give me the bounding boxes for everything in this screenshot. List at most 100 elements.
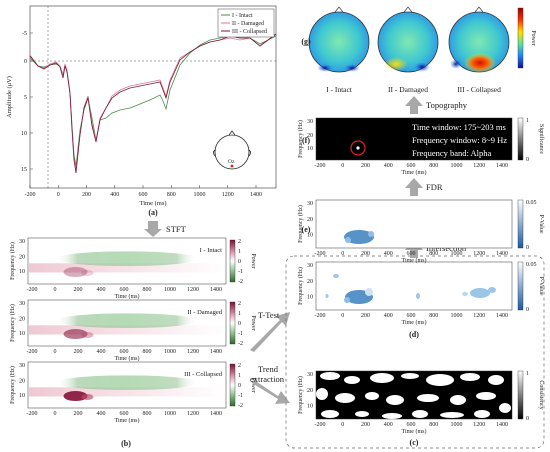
pvalue-e-cbar-label: P-Value — [538, 215, 544, 234]
x-axis-label: Time (ms) — [115, 417, 140, 424]
tf-condition-label: II - Damaged — [187, 309, 222, 316]
y-tick-label: 30 — [19, 301, 25, 307]
x-tick-label: 1000 — [451, 422, 463, 428]
x-tick-label: 1000 — [164, 411, 176, 417]
topo-damaged: II - Damaged — [377, 6, 439, 94]
x-tick-label: 1400 — [496, 313, 508, 319]
erp-y-ticks: -5 0 5 10 15 — [21, 31, 33, 173]
y-axis-label: Frequency (Hz) — [9, 304, 16, 342]
x-tick-label: 200 — [74, 349, 83, 355]
tf-evoked-power — [63, 329, 88, 340]
y-axis-label: Frequency (Hz) — [9, 366, 16, 404]
pvalue-e-tick-bottom: 0 — [526, 245, 529, 251]
x-tick-label: 200 — [74, 287, 83, 293]
x-tick-label: 600 — [407, 313, 416, 319]
erp-x-tick-label: 600 — [139, 192, 148, 198]
arrow-trend: Trend extraction — [250, 364, 290, 404]
pvalue-map-e: 0.05 0 P-Value — [315, 199, 544, 251]
erp-x-tick-label: 400 — [110, 192, 119, 198]
electrode-oz-label: Oz — [228, 159, 235, 165]
erp-x-ticks: -200 0 200 400 600 800 1000 1200 1400 — [25, 185, 262, 198]
arrow-trend-label-1: Trend — [258, 364, 279, 374]
x-tick-label: 400 — [384, 422, 393, 428]
x-tick-label: 400 — [97, 411, 106, 417]
x-tick-label: 0 — [54, 349, 57, 355]
y-tick-label: 10 — [307, 295, 313, 301]
x-tick-label: 800 — [429, 251, 438, 257]
tf-cbar-label: Power — [250, 377, 256, 392]
tf-map-2: II - Damaged210-1-2Power302010Frequency … — [9, 299, 256, 362]
x-tick-label: 1200 — [187, 287, 199, 293]
y-tick-label: 20 — [307, 217, 313, 223]
x-axis-label: Time (ms) — [402, 169, 427, 176]
tf-evoked-power — [63, 267, 88, 278]
topo-label-damaged: II - Damaged — [388, 85, 428, 94]
x-tick-label: 800 — [143, 411, 152, 417]
panel-label-e: (e) — [302, 225, 311, 234]
y-tick-label: 20 — [19, 378, 25, 384]
x-axis-label: Time (ms) — [115, 293, 140, 300]
erp-x-tick-label: -200 — [25, 192, 36, 198]
y-tick-label: 10 — [307, 233, 313, 239]
x-tick-label: 600 — [120, 349, 129, 355]
x-tick-label: 800 — [143, 349, 152, 355]
y-axis-label: Frequency (Hz) — [297, 376, 304, 414]
tf-cbar-tick: -1 — [238, 393, 243, 399]
tf-cbar-tick: 2 — [238, 363, 241, 369]
pvalue-e-tick-top: 0.05 — [526, 200, 537, 206]
tf-cbar-tick: 1 — [238, 311, 241, 317]
x-tick-label: 1200 — [187, 411, 199, 417]
erp-y-tick-label: 15 — [21, 167, 27, 173]
x-tick-label: 600 — [120, 411, 129, 417]
tf-evoked-power-2 — [81, 393, 94, 400]
x-tick-label: 200 — [361, 313, 370, 319]
x-axis-label: Time (ms) — [115, 355, 140, 362]
y-tick-label: 10 — [307, 146, 313, 152]
y-tick-label: 10 — [19, 393, 25, 399]
erp-x-tick-label: 1000 — [194, 192, 206, 198]
x-tick-label: 600 — [120, 287, 129, 293]
significance-tick-bottom: 0 — [526, 157, 529, 163]
x-tick-label: 600 — [407, 422, 416, 428]
tf-theta-band — [29, 325, 225, 335]
result-frequency-band: Frequency band: Alpha — [412, 148, 492, 158]
tf-cbar-tick: -2 — [238, 279, 243, 285]
tf-map-3: III - Collapsed210-1-2Power302010Frequen… — [9, 361, 256, 424]
x-tick-label: 400 — [384, 313, 393, 319]
x-tick-label: -200 — [315, 163, 326, 169]
x-tick-label: 0 — [341, 422, 344, 428]
erp-y-label: Amplitude (μV) — [6, 76, 13, 118]
x-axis-label: Time (ms) — [402, 257, 427, 264]
x-tick-label: -200 — [315, 313, 326, 319]
x-tick-label: 800 — [429, 422, 438, 428]
erp-y-tick-label: -5 — [22, 31, 27, 37]
x-axis-label: Time (ms) — [402, 428, 427, 435]
y-axis-label: Frequency (Hz) — [297, 205, 304, 243]
consistency-tick-top: 1 — [526, 371, 529, 377]
y-tick-label: 20 — [19, 254, 25, 260]
x-tick-label: 600 — [407, 163, 416, 169]
x-tick-label: 1400 — [210, 349, 222, 355]
tf-colorbar — [229, 301, 236, 345]
y-tick-label: 20 — [307, 133, 313, 139]
y-tick-label: 10 — [19, 269, 25, 275]
x-tick-label: 1400 — [496, 251, 508, 257]
x-tick-label: 400 — [384, 163, 393, 169]
tf-cbar-tick: 2 — [238, 301, 241, 307]
y-tick-label: 30 — [307, 372, 313, 378]
topo-colorbar: Power — [517, 7, 536, 69]
x-tick-label: 1400 — [210, 287, 222, 293]
significant-region-circle — [350, 140, 366, 156]
arrow-ttest-label: T-Test — [258, 310, 280, 320]
tf-cbar-label: Power — [250, 253, 256, 268]
tf-alpha-desync — [55, 313, 199, 329]
tf-cbar-tick: -1 — [238, 269, 243, 275]
tf-cbar-tick: 0 — [238, 321, 241, 327]
erp-y-tick-label: 0 — [24, 59, 27, 65]
erp-legend: I - Intact II - Damaged III - Collapsed — [217, 8, 275, 38]
significance-cbar-label: Significance — [538, 124, 545, 154]
